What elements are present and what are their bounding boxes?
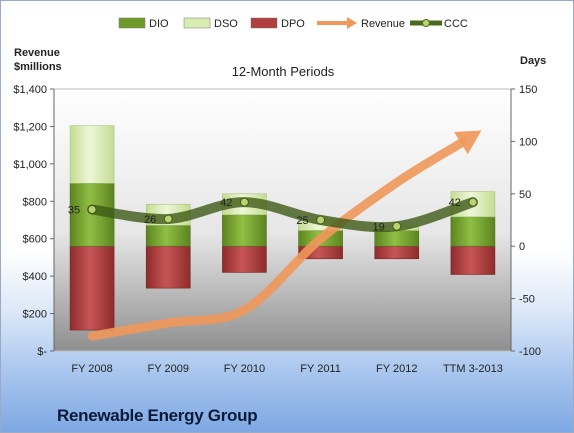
ccc-data-label: 42 <box>220 197 232 209</box>
bar-dio <box>450 216 496 247</box>
ccc-point <box>87 205 97 215</box>
chart-title: 12-Month Periods <box>232 64 335 79</box>
legend-label-revenue: Revenue <box>361 18 405 30</box>
right-tick-label: 100 <box>519 136 537 148</box>
legend-swatch-ccc-dot <box>422 19 430 27</box>
left-tick-label: $200 <box>23 309 47 321</box>
bar-dpo <box>222 245 267 273</box>
ccc-point <box>468 197 478 207</box>
bar-dpo <box>374 245 420 260</box>
ccc-point <box>163 214 173 224</box>
bar-dpo <box>145 245 191 289</box>
right-tick-label: -50 <box>519 294 535 306</box>
y-left-label-line1: Revenue <box>14 47 60 59</box>
legend-label-dso: DSO <box>214 18 238 30</box>
legend-label-dio: DIO <box>149 18 169 30</box>
revenue-series <box>87 130 482 341</box>
right-tick-label: -100 <box>519 346 541 358</box>
bar-dpo <box>69 245 115 331</box>
legend-label-ccc: CCC <box>444 18 468 30</box>
ccc-data-label: 42 <box>449 197 461 209</box>
legend-swatch-dio <box>118 17 146 29</box>
bar-dio <box>145 224 191 247</box>
category-label: FY 2010 <box>224 363 265 375</box>
ccc-line <box>87 197 478 233</box>
ccc-data-label: 35 <box>68 205 80 217</box>
right-tick-label: 150 <box>519 84 537 96</box>
ccc-point <box>239 197 249 207</box>
ccc-data-label: 25 <box>296 215 308 227</box>
ccc-series: 35 26 42 25 19 42 <box>68 197 478 233</box>
y-right-label: Days <box>520 55 546 67</box>
left-tick-label: $400 <box>23 271 47 283</box>
legend-label-dpo: DPO <box>281 18 305 30</box>
plot-area <box>53 88 512 352</box>
bar-dio <box>222 214 267 247</box>
left-tick-labels: $- $200 $400 $600 $800 $1,000 $1,200 $1,400 <box>13 84 54 358</box>
left-tick-label: $600 <box>23 234 47 246</box>
category-label: FY 2008 <box>71 363 112 375</box>
revenue-arrow-head <box>454 130 482 155</box>
legend: DIO DSO DPO Revenue CCC <box>118 17 468 30</box>
legend-swatch-revenue-head <box>347 17 357 29</box>
category-label: TTM 3-2013 <box>443 363 503 375</box>
ccc-point <box>316 215 326 225</box>
left-tick-label: $800 <box>23 196 47 208</box>
right-tick-label: 50 <box>519 189 531 201</box>
bar-dso <box>69 125 115 184</box>
y-left-label-line2: $millions <box>14 61 62 73</box>
left-tick-label: $1,200 <box>13 121 47 133</box>
company-name: Renewable Energy Group <box>57 406 258 425</box>
ccc-point <box>392 221 402 231</box>
bar-dpo <box>450 245 496 275</box>
left-tick-label: $1,400 <box>13 84 47 96</box>
legend-swatch-dso <box>183 17 211 29</box>
right-tick-label: 0 <box>519 241 525 253</box>
revenue-arrow-line <box>87 138 466 341</box>
category-labels: FY 2008 FY 2009 FY 2010 FY 2011 FY 2012 TTM 3… <box>71 363 502 375</box>
ccc-data-label: 19 <box>373 221 385 233</box>
category-label: FY 2012 <box>376 363 417 375</box>
left-tick-label: $- <box>37 346 47 358</box>
right-tick-labels: -100 -50 0 50 100 150 <box>511 84 541 358</box>
left-tick-label: $1,000 <box>13 159 47 171</box>
ccc-data-label: 26 <box>144 214 156 226</box>
legend-swatch-dpo <box>250 17 278 29</box>
category-label: FY 2011 <box>300 363 341 375</box>
category-label: FY 2009 <box>148 363 189 375</box>
